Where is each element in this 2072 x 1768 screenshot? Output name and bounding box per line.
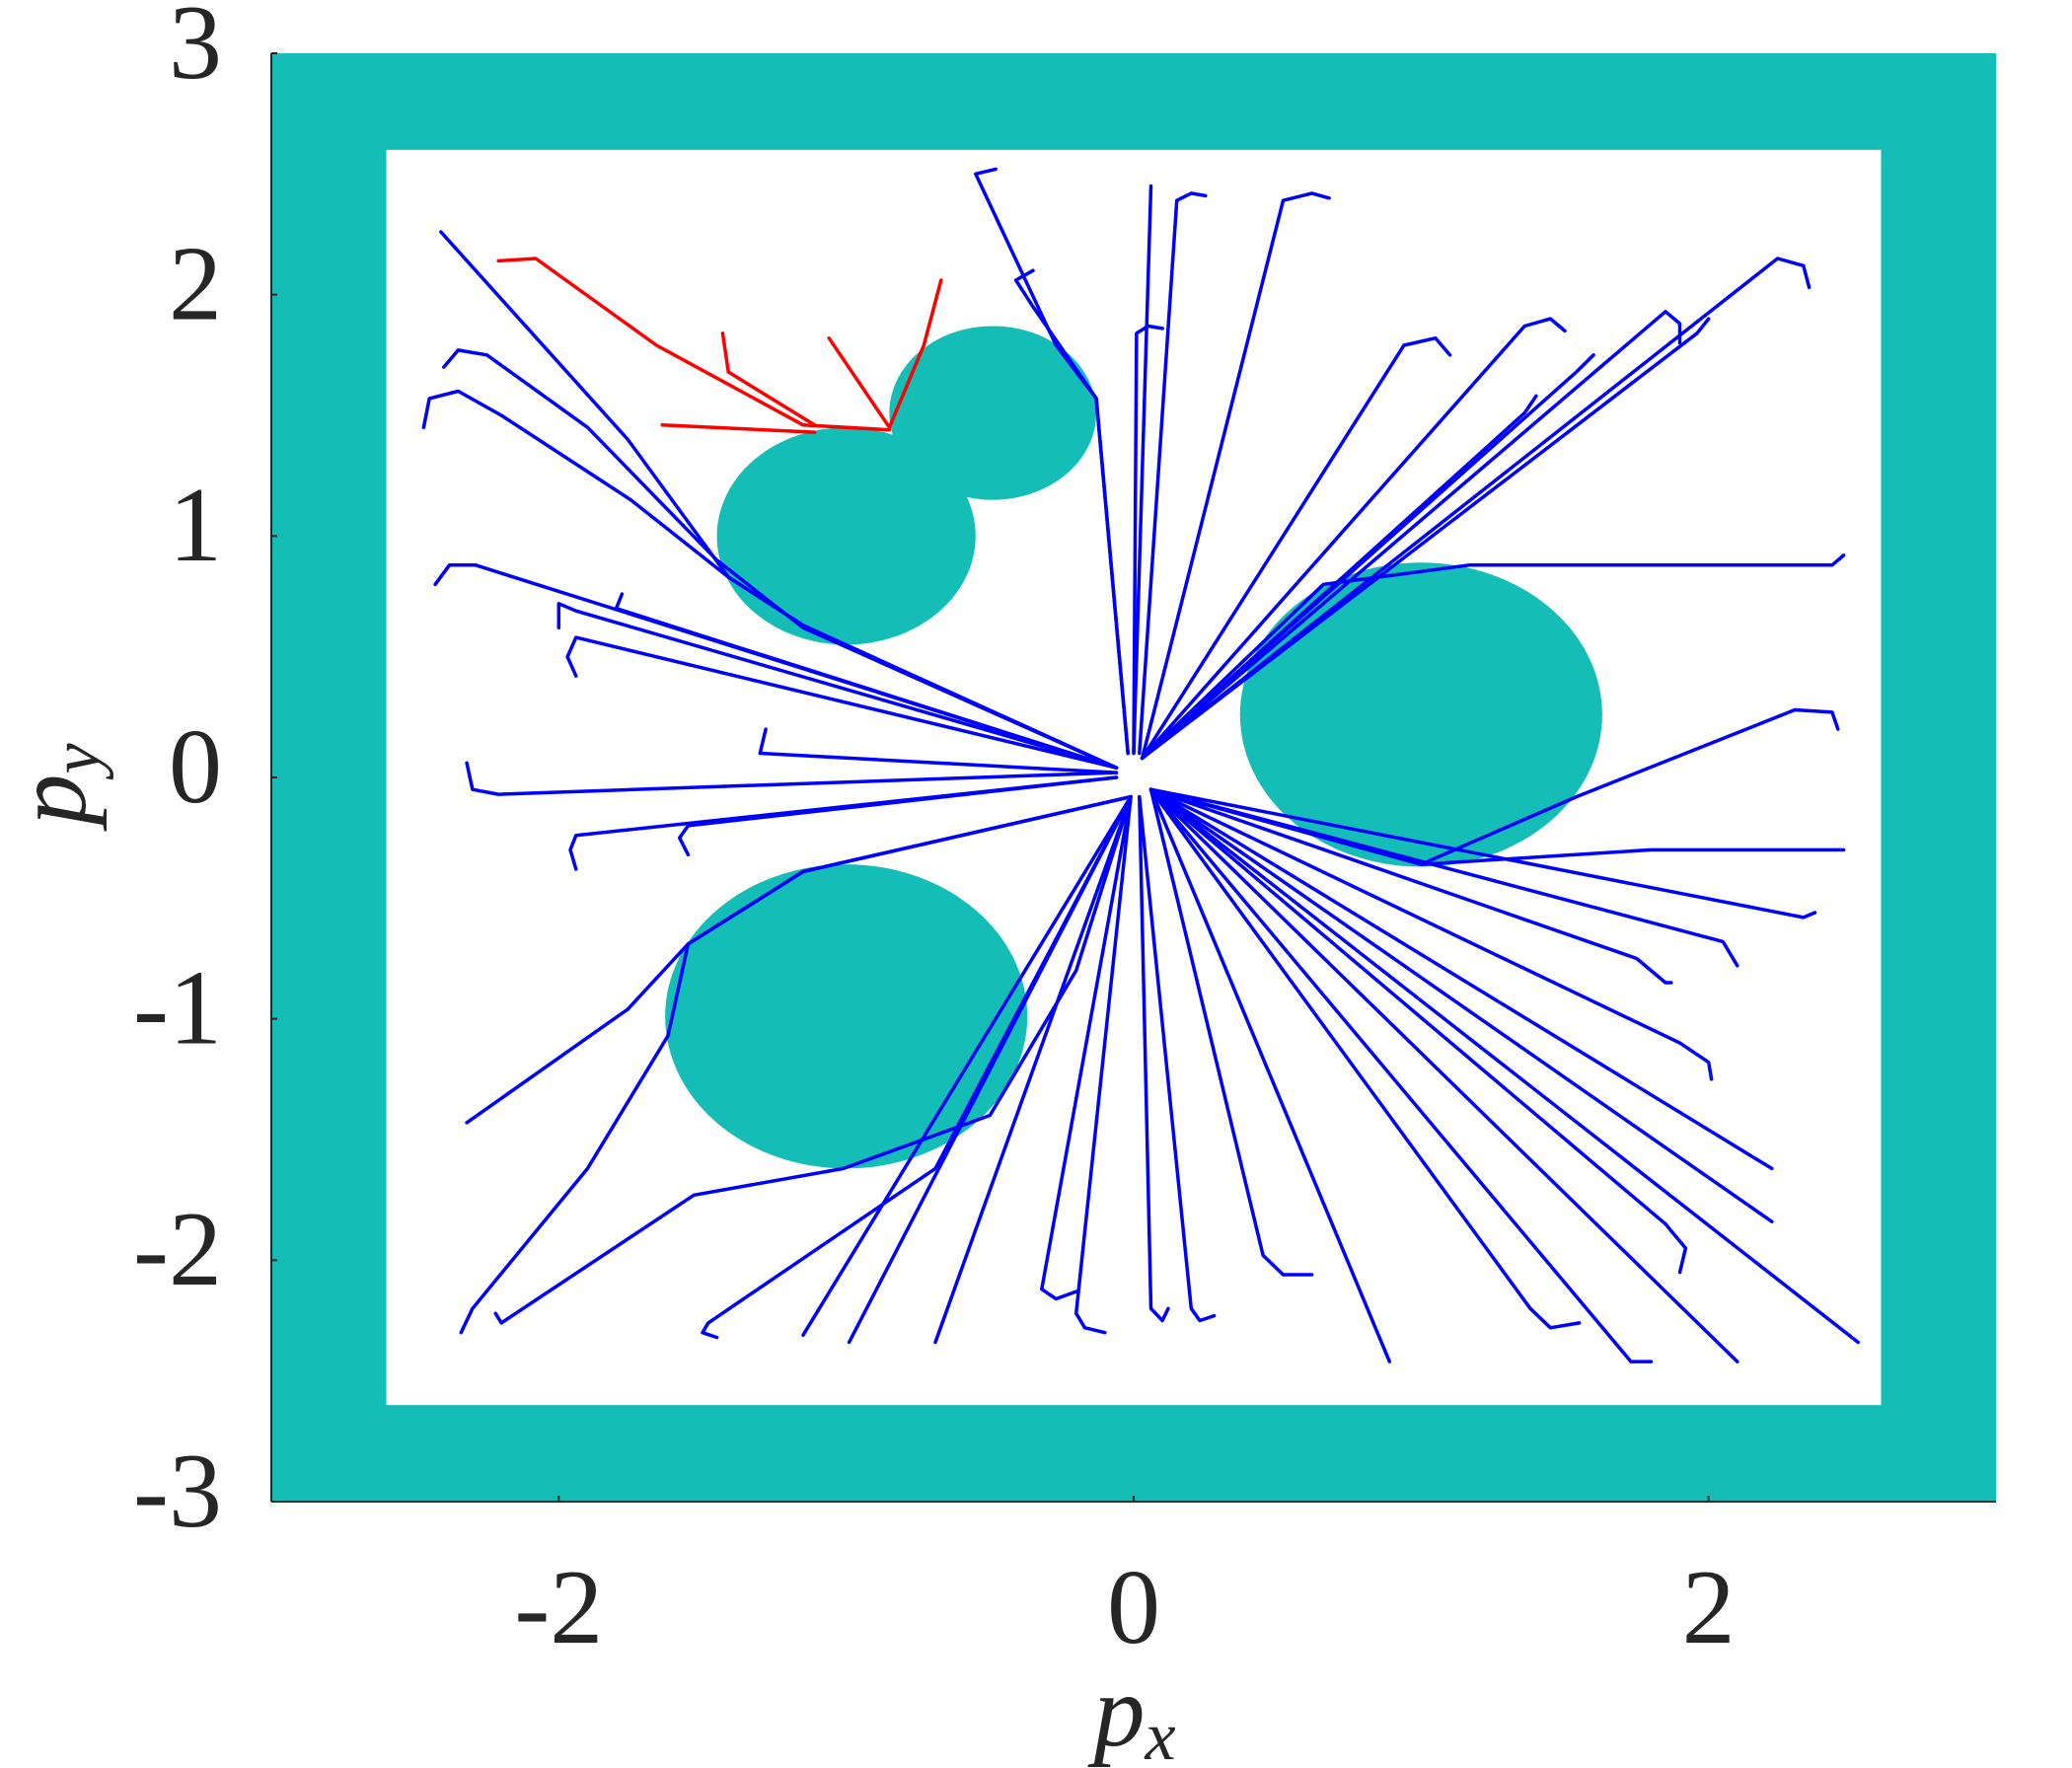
trajectory bbox=[1138, 794, 1217, 1323]
y-axis-label: py bbox=[0, 743, 114, 833]
trajectory bbox=[459, 794, 1133, 1335]
trajectory bbox=[1148, 787, 1774, 1171]
y-label-base: p bbox=[0, 774, 108, 833]
trajectory bbox=[1148, 787, 1739, 968]
trajectory bbox=[1148, 707, 1840, 866]
y-tick-label: 2 bbox=[169, 225, 222, 342]
trajectory bbox=[1140, 353, 1595, 761]
trajectory bbox=[1140, 191, 1331, 761]
x-tick-label: -2 bbox=[514, 1549, 603, 1666]
y-tick-label: 0 bbox=[169, 708, 222, 826]
x-label-base: p bbox=[1086, 1655, 1145, 1768]
trajectory bbox=[1148, 787, 1817, 920]
y-tick-label: -3 bbox=[133, 1433, 222, 1550]
trajectory bbox=[1148, 787, 1774, 1223]
trajectory bbox=[1148, 787, 1673, 985]
trajectory bbox=[1140, 317, 1567, 761]
trajectory bbox=[614, 592, 1119, 770]
trajectory bbox=[496, 257, 892, 432]
trajectory bbox=[933, 794, 1133, 1345]
trajectory bbox=[493, 794, 1133, 1325]
trajectory bbox=[758, 727, 1119, 774]
trajectory bbox=[1148, 787, 1688, 1275]
trajectory bbox=[465, 761, 1119, 796]
trajectory bbox=[1040, 794, 1133, 1301]
y-tick-label: 3 bbox=[169, 0, 222, 102]
trajectory bbox=[556, 602, 1119, 770]
trajectory bbox=[827, 278, 943, 429]
trajectory bbox=[1148, 787, 1654, 1363]
trajectory bbox=[442, 348, 1119, 770]
trajectory bbox=[1148, 787, 1314, 1277]
trajectory bbox=[1138, 191, 1208, 756]
y-tick-label: -2 bbox=[133, 1191, 222, 1308]
trajectory bbox=[1140, 317, 1711, 761]
trajectory bbox=[1073, 794, 1133, 1335]
y-tick-label: 1 bbox=[169, 467, 222, 584]
x-label-sub: x bbox=[1144, 1699, 1175, 1768]
trajectory bbox=[660, 423, 817, 434]
trajectory bbox=[1148, 787, 1860, 1345]
trajectory bbox=[1148, 787, 1392, 1363]
trajectory bbox=[677, 775, 1119, 857]
trajectory bbox=[1148, 787, 1582, 1330]
x-tick-label: 2 bbox=[1682, 1549, 1736, 1666]
y-label-sub: y bbox=[38, 743, 114, 780]
trajectory bbox=[1132, 324, 1164, 756]
trajectory bbox=[1140, 553, 1846, 761]
obstacle bbox=[716, 427, 976, 645]
trajectory bbox=[1140, 335, 1452, 761]
obstacle bbox=[1239, 562, 1602, 867]
trajectory bbox=[1148, 787, 1739, 1363]
obstacle bbox=[889, 326, 1097, 500]
y-tick-label: -1 bbox=[133, 949, 222, 1067]
trajectory bbox=[847, 794, 1133, 1345]
trajectory bbox=[1138, 794, 1170, 1323]
x-tick-label: 0 bbox=[1107, 1549, 1160, 1666]
trajectory bbox=[1132, 184, 1153, 756]
trajectory bbox=[1140, 257, 1812, 761]
trajectory bbox=[801, 794, 1133, 1337]
x-axis-label: px bbox=[1086, 1655, 1175, 1768]
trajectory bbox=[720, 332, 817, 427]
trajectory bbox=[565, 635, 1119, 770]
obstacle bbox=[665, 864, 1028, 1169]
trajectory bbox=[701, 794, 1133, 1340]
trajectory bbox=[1140, 310, 1682, 761]
trajectory bbox=[1148, 787, 1714, 1081]
trajectory bbox=[1013, 268, 1130, 756]
